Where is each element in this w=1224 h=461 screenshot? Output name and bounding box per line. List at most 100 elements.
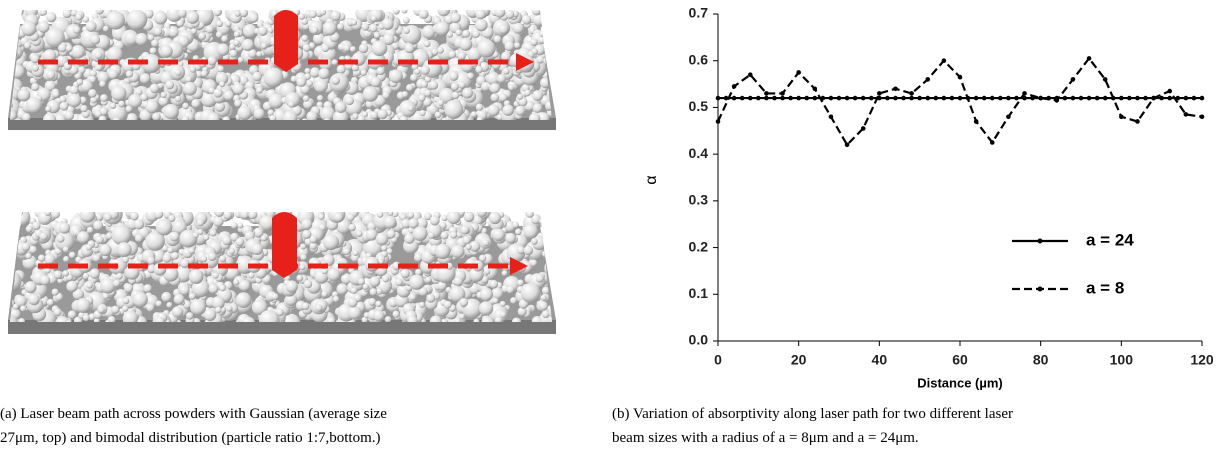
particle <box>326 316 336 322</box>
particle <box>369 288 378 296</box>
particle <box>145 212 159 222</box>
particle <box>234 10 241 17</box>
particle <box>322 21 337 36</box>
particle <box>434 243 451 260</box>
particle <box>302 43 311 52</box>
point <box>812 95 818 101</box>
particle <box>450 12 461 24</box>
y-tick-label: 0.2 <box>689 238 709 254</box>
particle <box>239 279 251 292</box>
particle <box>211 296 225 310</box>
particle <box>20 305 27 312</box>
particle <box>303 279 313 289</box>
particle <box>544 27 552 44</box>
particle <box>169 231 180 242</box>
legend-label: a = 24 <box>1086 230 1134 249</box>
particle <box>544 213 552 222</box>
particle <box>200 70 208 78</box>
particle <box>448 71 459 81</box>
particle <box>59 101 69 111</box>
particle <box>203 234 210 241</box>
point <box>1054 98 1060 103</box>
particle <box>532 13 546 27</box>
particle <box>401 10 408 14</box>
particle <box>548 315 552 322</box>
particle <box>490 93 500 102</box>
particle <box>212 272 219 279</box>
particle <box>44 253 56 266</box>
point <box>764 95 769 101</box>
point <box>1070 95 1076 101</box>
particle <box>466 72 475 80</box>
point <box>1135 119 1140 124</box>
particle <box>13 220 21 228</box>
particle <box>25 225 33 233</box>
point <box>1119 114 1124 120</box>
y-tick-label: 0.1 <box>689 285 709 301</box>
particle <box>10 270 22 292</box>
particle <box>155 218 173 236</box>
particle <box>11 232 19 240</box>
particle <box>486 71 501 86</box>
point <box>933 95 939 101</box>
particle <box>377 109 388 120</box>
particle <box>418 286 428 297</box>
particle <box>62 246 69 253</box>
particle <box>376 66 385 76</box>
particle <box>147 256 156 265</box>
particle <box>118 100 125 108</box>
particle <box>306 111 318 120</box>
particle <box>182 102 189 110</box>
point <box>1167 95 1173 101</box>
chart: 0.0 0.1 0.2 0.3 0.4 0.5 0.6 0.7 0 20 40 60 80 100 120 D… <box>643 5 1214 391</box>
point <box>715 119 721 124</box>
particle <box>152 249 165 263</box>
particle <box>478 301 494 316</box>
particle <box>414 68 421 75</box>
particle <box>149 83 160 94</box>
particle <box>334 101 347 113</box>
particle <box>406 83 414 92</box>
particle <box>56 234 65 243</box>
point <box>780 91 785 96</box>
particle <box>331 291 339 298</box>
particle <box>233 31 241 38</box>
particle <box>361 316 368 322</box>
particle <box>336 283 349 295</box>
particle <box>43 49 57 63</box>
particle <box>122 305 129 312</box>
particle <box>214 212 224 217</box>
particle <box>125 105 133 113</box>
point <box>1143 95 1148 101</box>
particle <box>545 239 552 247</box>
point <box>1094 95 1100 101</box>
particle <box>312 32 325 45</box>
particle <box>46 11 57 23</box>
particle <box>216 20 224 28</box>
particle <box>429 80 439 90</box>
point <box>868 95 874 101</box>
particle <box>122 297 130 305</box>
point <box>1191 95 1197 101</box>
particle <box>420 65 430 75</box>
particle <box>530 259 538 267</box>
particle <box>302 95 310 102</box>
particle <box>183 81 197 96</box>
particle <box>543 56 552 66</box>
particle <box>86 282 93 289</box>
particle <box>51 212 60 219</box>
particle <box>301 18 308 25</box>
particle <box>180 258 190 269</box>
particle <box>10 268 15 282</box>
particle <box>538 217 546 225</box>
particle <box>306 80 313 87</box>
particle <box>375 300 382 308</box>
particle <box>368 298 377 306</box>
particle <box>21 21 37 37</box>
particle <box>46 70 56 80</box>
particle <box>214 101 226 112</box>
particle <box>88 75 97 84</box>
particle <box>153 212 164 219</box>
particle <box>10 58 13 68</box>
